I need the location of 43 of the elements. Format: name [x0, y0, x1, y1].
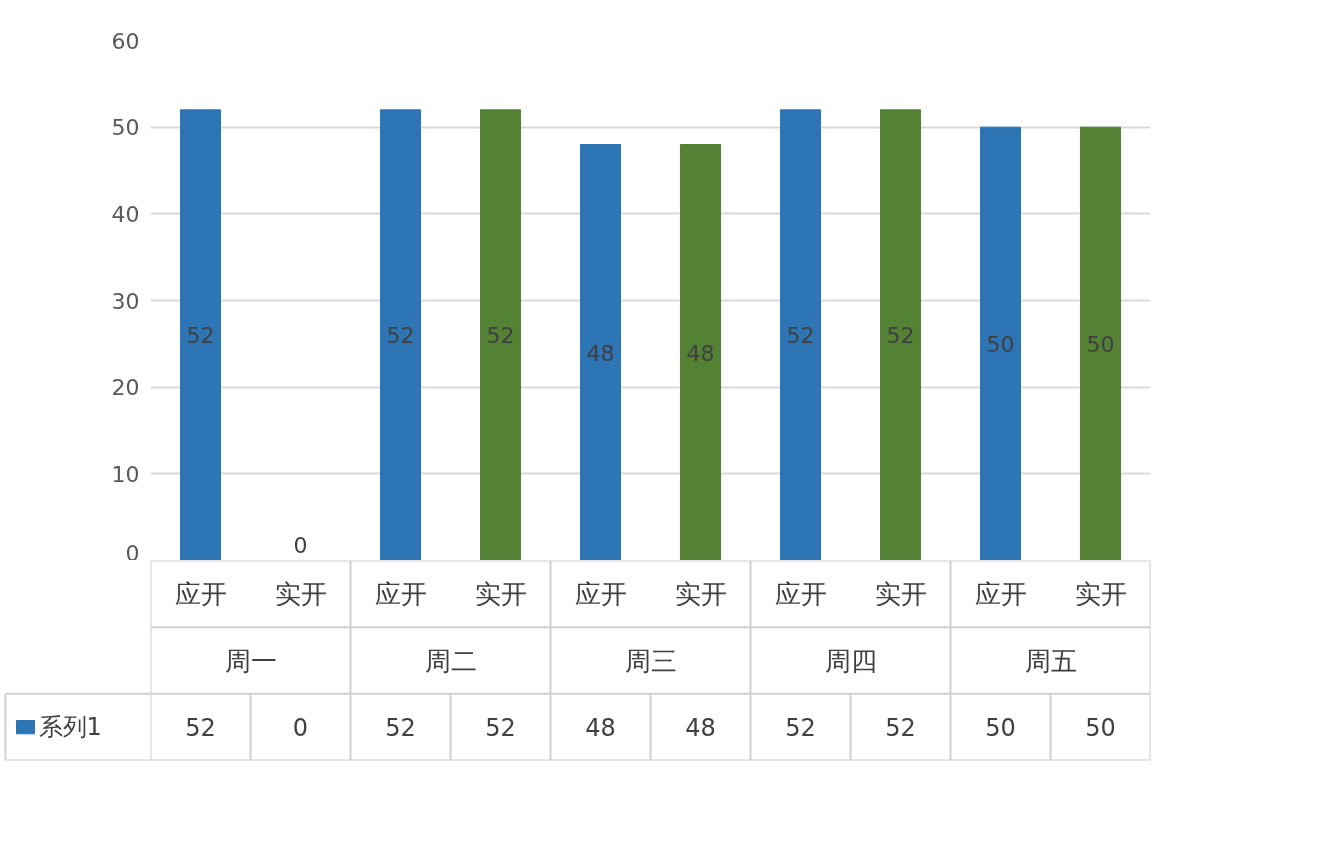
text: 周四: [824, 645, 877, 676]
annotation: 52: [186, 323, 215, 349]
data-label: 52: [485, 714, 516, 743]
text: 周一: [224, 645, 277, 676]
annotation: 50: [1086, 331, 1115, 357]
annotation: 48: [586, 340, 615, 366]
y-tick-label: 10: [111, 461, 140, 487]
text: 周二: [424, 645, 477, 676]
annotation: 48: [686, 340, 715, 366]
x-tick-label: 应开: [174, 578, 227, 609]
x-tick-label: 应开: [574, 578, 627, 609]
y-tick-label: 40: [111, 201, 140, 227]
x-tick-label: 实开: [874, 578, 927, 609]
x-tick-label: 实开: [474, 578, 527, 609]
data-label: 48: [585, 714, 616, 743]
annotation: 52: [786, 323, 815, 349]
annotation: 52: [486, 323, 515, 349]
x-tick-label: 实开: [274, 578, 327, 609]
x-tick-label: 应开: [374, 578, 427, 609]
data-label: 52: [785, 714, 816, 743]
data-label: 0: [292, 714, 309, 743]
text: 周三: [624, 645, 677, 676]
data-label: 50: [985, 714, 1016, 743]
y-tick-label: 50: [111, 115, 140, 141]
x-tick-label: 应开: [974, 578, 1027, 609]
annotation: 0: [293, 532, 308, 558]
legend-label: 系列1: [38, 713, 102, 742]
annotation: 52: [386, 323, 415, 349]
x-tick-label: 实开: [674, 578, 727, 609]
data-label: 52: [385, 714, 416, 743]
y-tick-label: 0: [125, 540, 140, 566]
text: 周五: [1024, 645, 1077, 676]
data-label: 48: [685, 714, 716, 743]
y-tick-label: 30: [111, 288, 140, 314]
data-label: 52: [185, 714, 216, 743]
x-tick-label: 实开: [1074, 578, 1127, 609]
y-tick-label: 20: [111, 375, 140, 401]
data-label: 52: [885, 714, 916, 743]
annotation: 52: [886, 323, 915, 349]
annotation: 50: [986, 331, 1015, 357]
x-tick-label: 应开: [774, 578, 827, 609]
data-label: 50: [1085, 714, 1116, 743]
y-tick-label: 60: [111, 28, 140, 54]
